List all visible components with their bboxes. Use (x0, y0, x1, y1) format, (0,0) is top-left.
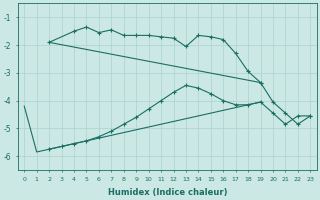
X-axis label: Humidex (Indice chaleur): Humidex (Indice chaleur) (108, 188, 227, 197)
